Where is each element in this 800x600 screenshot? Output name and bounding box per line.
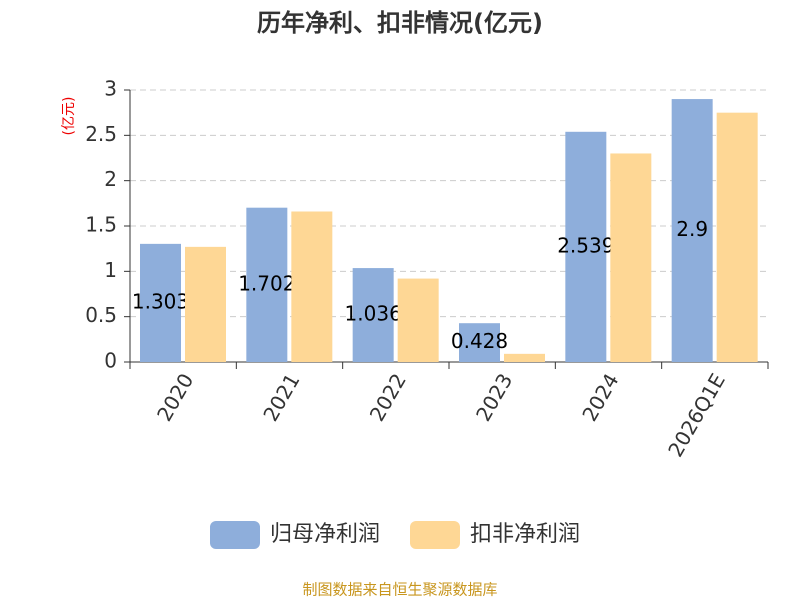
bar — [716, 112, 758, 363]
y-tick-label: 3 — [104, 77, 117, 101]
bar — [397, 278, 439, 362]
y-tick-label: 2 — [104, 167, 117, 191]
bar — [459, 323, 500, 362]
x-tick-label: 2024 — [577, 369, 623, 425]
x-tick-label: 2023 — [471, 369, 517, 425]
bar — [671, 99, 713, 363]
source-note: 制图数据来自恒生聚源数据库 — [302, 581, 497, 599]
y-axis-label: (亿元) — [61, 97, 77, 136]
legend-label: 归母净利润 — [270, 522, 380, 547]
value-label: 2.9 — [676, 217, 708, 241]
chart-title: 历年净利、扣非情况(亿元) — [257, 9, 543, 37]
value-label: 2.539 — [557, 233, 614, 257]
legend-swatch — [210, 521, 260, 549]
x-tick-label: 2020 — [152, 369, 198, 425]
value-label: 1.036 — [345, 302, 402, 326]
legend-label: 扣非净利润 — [470, 522, 580, 547]
y-tick-label: 2.5 — [85, 122, 117, 146]
bar — [504, 353, 545, 362]
value-label: 1.702 — [238, 271, 295, 295]
bar — [140, 243, 181, 362]
bar — [291, 211, 333, 362]
x-tick-label: 2021 — [258, 369, 304, 425]
x-tick-label: 2022 — [365, 369, 411, 425]
y-tick-label: 0 — [104, 349, 117, 373]
y-tick-label: 0.5 — [85, 303, 117, 327]
bar — [246, 207, 288, 362]
y-tick-label: 1.5 — [85, 213, 117, 237]
legend-swatch — [410, 521, 460, 549]
bar — [185, 246, 226, 362]
bar — [565, 131, 607, 362]
x-tick-label: 2026Q1E — [663, 369, 730, 461]
bar — [610, 153, 652, 362]
bar — [352, 268, 394, 362]
y-tick-label: 1 — [104, 258, 117, 282]
value-label: 1.303 — [132, 289, 189, 313]
value-label: 0.428 — [451, 329, 508, 353]
